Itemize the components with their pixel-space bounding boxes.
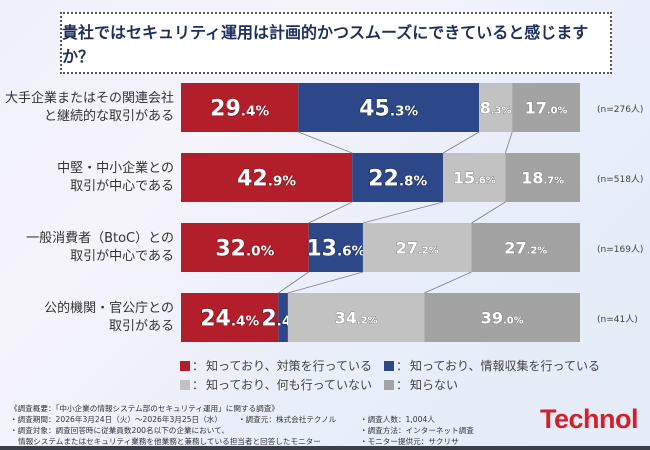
- data-label: 15.6%: [453, 168, 496, 187]
- bar-segment: [512, 83, 580, 132]
- bar-segment: [298, 83, 480, 132]
- data-label: 39.0%: [481, 308, 524, 327]
- connector-line: [471, 201, 506, 224]
- legend-item: ：知っており、何も行っていない: [180, 376, 372, 393]
- data-label: 42.9%: [237, 166, 296, 191]
- bar-segment: [287, 293, 425, 342]
- sample-size: (n=41人): [597, 314, 638, 325]
- legend-swatch-red: [180, 360, 190, 371]
- survey-target-cont: 情報システムまたはセキュリティ業務を他業務と兼務している担当者と回答したモニター: [18, 437, 321, 446]
- category-label: 一般消費者（BtoC）との 取引が中心である: [26, 230, 174, 264]
- connector-line: [308, 201, 353, 224]
- survey-count: ・調査人数：1,004人: [360, 415, 435, 424]
- legend-item: ：知らない: [383, 376, 458, 393]
- data-label: 13.6%: [306, 236, 365, 261]
- bar-segment: [443, 153, 506, 202]
- bar-segment: [352, 153, 444, 202]
- sample-size: (n=169人): [597, 244, 644, 255]
- data-label: 27.2%: [504, 238, 547, 257]
- bar-segment: [479, 83, 513, 132]
- legend-swatch-gray: [383, 379, 394, 390]
- legend: ：知っており、対策を行っている ：知っており、情報収集を行っている ：知っており…: [180, 357, 600, 395]
- survey-period: ・調査期間：2026年3月24日（火）～2026年3月25日（水）: [10, 415, 222, 424]
- connector-line: [287, 271, 364, 294]
- data-label: 32.0%: [215, 236, 274, 261]
- bottom-bar: [0, 446, 650, 450]
- data-label: 45.3%: [359, 96, 418, 121]
- data-label: 24.4%: [200, 306, 259, 331]
- legend-item: ：知っており、情報収集を行っている: [383, 357, 600, 374]
- bar-segment: [278, 293, 288, 342]
- data-label: 34.2%: [335, 308, 378, 327]
- bar-segment: [308, 223, 363, 272]
- survey-overview: 《調査概要：「中小企業の情報システム部のセキュリティ運用」に関する調査》: [10, 404, 279, 413]
- data-label: 22.8%: [368, 166, 427, 191]
- survey-method: ・調査方法：インターネット調査: [360, 426, 474, 435]
- connector-line: [278, 271, 309, 294]
- data-label: 29.4%: [210, 96, 269, 121]
- chart-title: 貴社ではセキュリティ運用は計画的かつスムーズにできていると感じますか？: [62, 23, 589, 66]
- category-label: 大手企業またはその関連会社 と継続的な取引がある: [4, 90, 174, 124]
- category-label: 中堅・中小企業との 取引が中心である: [57, 160, 174, 194]
- bar-segment: [181, 293, 279, 342]
- technol-logo: Technol: [540, 404, 639, 434]
- data-label: 17.0%: [525, 98, 568, 117]
- connector-line: [362, 201, 444, 224]
- data-label: 8.3%: [480, 98, 512, 117]
- connector-line: [424, 271, 472, 294]
- data-label: 27.2%: [396, 238, 439, 257]
- legend-swatch-lightgray: [180, 379, 190, 390]
- survey-target: ・調査対象：調査回答時に従業員数200名以下の企業において、: [10, 426, 229, 435]
- bar-segment: [181, 83, 299, 132]
- survey-organizer: ・調査元：株式会社テクノル: [238, 415, 337, 424]
- connector-line: [442, 131, 480, 154]
- survey-provider: ・モニター提供元：サクリサ: [360, 437, 459, 446]
- bar-segment: [424, 293, 580, 342]
- bar-segment: [362, 223, 472, 272]
- connector-line: [298, 131, 353, 154]
- question-title-box: 貴社ではセキュリティ運用は計画的かつスムーズにできていると感じますか？: [60, 12, 612, 74]
- legend-swatch-blue: [383, 360, 394, 371]
- sample-size: (n=276人): [597, 104, 644, 115]
- sample-size: (n=518人): [597, 174, 644, 185]
- bar-segment: [471, 223, 580, 272]
- bar-segment: [181, 223, 309, 272]
- bar-segment: [181, 153, 353, 202]
- data-label: 18.7%: [521, 168, 564, 187]
- connector-line: [505, 131, 513, 154]
- category-label: 公的機関・官公庁との 取引がある: [44, 300, 174, 334]
- legend-item: ：知っており、対策を行っている: [180, 357, 372, 374]
- bar-segment: [505, 153, 580, 202]
